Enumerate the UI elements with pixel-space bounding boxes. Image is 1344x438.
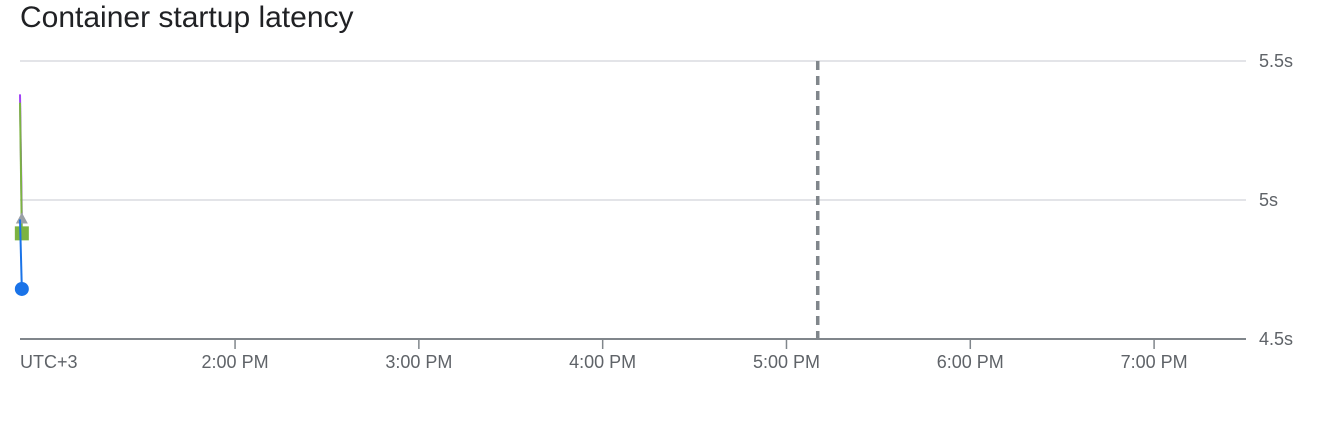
series-2 (15, 212, 28, 224)
series-line (19, 219, 23, 289)
y-tick-label: 5.5s (1259, 51, 1293, 71)
x-tick-label: 2:00 PM (202, 352, 269, 372)
y-axis: 5.5s 5s 4.5s (1259, 51, 1293, 349)
x-tick-label: 5:00 PM (753, 352, 820, 372)
y-tick-label: 4.5s (1259, 329, 1293, 349)
chart-title: Container startup latency (20, 1, 354, 34)
data-point (14, 226, 29, 241)
data-point (14, 281, 29, 296)
grid-layer (20, 60, 1246, 201)
series-3 (14, 219, 29, 296)
y-tick-label: 5s (1259, 190, 1278, 210)
data-point (15, 212, 28, 224)
series-line (19, 102, 23, 234)
timezone-label: UTC+3 (20, 352, 78, 372)
x-tick-label: 4:00 PM (569, 352, 636, 372)
x-tick-label: 6:00 PM (937, 352, 1004, 372)
x-tick-label: 3:00 PM (385, 352, 452, 372)
series-layer (14, 94, 29, 296)
x-axis: 2:00 PM 3:00 PM 4:00 PM 5:00 PM 6:00 PM 7:00 … (20, 338, 1246, 372)
x-tick-label: 7:00 PM (1121, 352, 1188, 372)
series-1 (14, 102, 29, 241)
